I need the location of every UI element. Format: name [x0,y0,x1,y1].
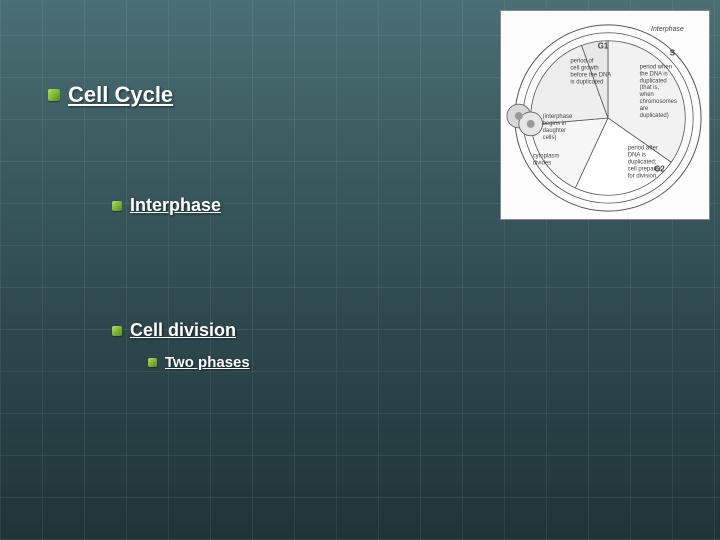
svg-text:chromosomes: chromosomes [640,99,677,105]
bullet-icon [148,358,157,367]
svg-text:duplicated: duplicated [640,78,667,84]
bullet-icon [112,201,122,211]
svg-text:cytoplasm: cytoplasm [533,154,560,160]
svg-text:the DNA is: the DNA is [640,71,668,77]
cell-cycle-diagram: G1SG2period ofcell growthbefore the DNAi… [500,10,710,220]
svg-text:duplicated;: duplicated; [628,160,657,166]
svg-text:S: S [670,49,675,58]
bullet-icon [112,326,122,336]
svg-text:DNA is: DNA is [628,153,646,159]
svg-text:period when: period when [640,64,672,70]
outline-label: Cell Cycle [68,82,173,108]
svg-text:G1: G1 [598,42,609,51]
svg-text:Interphase: Interphase [651,26,684,33]
svg-text:divides: divides [533,161,552,167]
svg-text:cell prepares: cell prepares [628,166,662,172]
outline-label: Interphase [130,195,221,216]
outline-item-cell-division: Cell division [112,320,236,341]
outline-item-cell-cycle: Cell Cycle [48,82,173,108]
svg-text:period after: period after [628,146,658,152]
svg-text:for division: for division [628,173,656,179]
svg-text:begins in: begins in [543,121,567,127]
outline-item-interphase: Interphase [112,195,221,216]
svg-text:before the DNA: before the DNA [570,72,611,78]
svg-text:(interphase: (interphase [543,114,573,120]
svg-text:cell growth: cell growth [570,65,598,71]
svg-text:are: are [640,106,649,112]
svg-text:is duplicated: is duplicated [570,79,603,85]
bullet-icon [48,89,60,101]
svg-text:cells): cells) [543,135,557,141]
outline-label: Cell division [130,320,236,341]
outline-label: Two phases [165,354,250,371]
cell-cycle-svg: G1SG2period ofcell growthbefore the DNAi… [501,11,709,219]
svg-text:daughter: daughter [543,128,566,134]
outline-item-two-phases: Two phases [148,354,250,371]
svg-text:(that is,: (that is, [640,85,660,91]
svg-text:period of: period of [570,59,593,65]
svg-text:when: when [639,92,654,98]
svg-text:duplicated): duplicated) [640,113,669,119]
